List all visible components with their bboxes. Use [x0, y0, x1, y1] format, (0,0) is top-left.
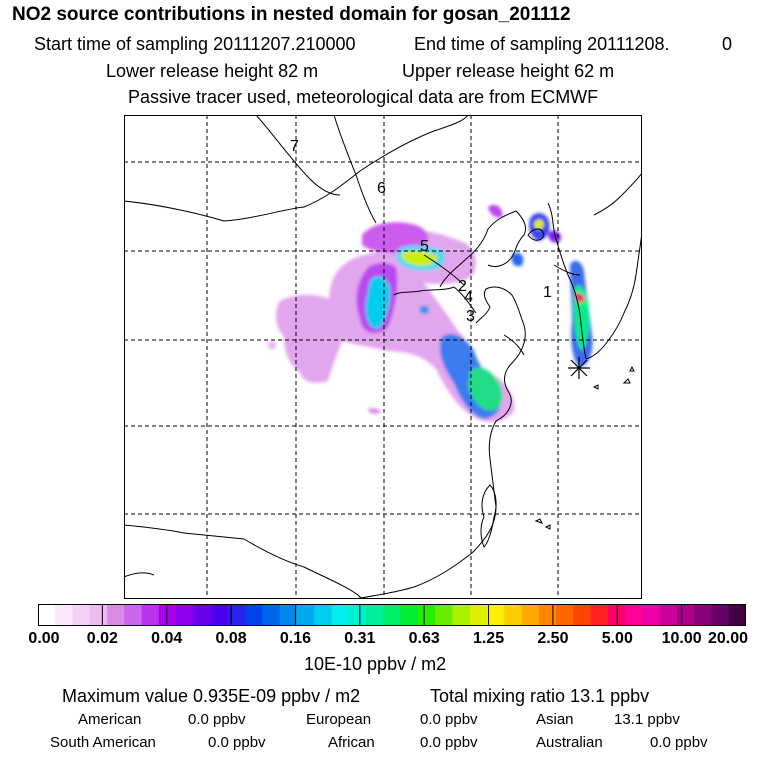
american-label: American	[78, 711, 142, 728]
tracer-note: Passive tracer used, meteorological data…	[128, 87, 599, 107]
colorbar-swatch	[590, 604, 609, 626]
colorbar-swatch	[89, 604, 108, 626]
colorbar-swatch	[711, 604, 730, 626]
colorbar-swatch	[521, 604, 540, 626]
australian-label: Australian	[536, 734, 603, 751]
colorbar-swatch	[193, 604, 212, 626]
colorbar-tick-label: 0.02	[86, 630, 118, 647]
colorbar-swatch	[141, 604, 160, 626]
colorbar-tick-label: 0.00	[28, 630, 60, 647]
asian-value: 13.1 ppbv	[614, 711, 680, 728]
map-background	[124, 115, 642, 599]
colorbar-swatch	[504, 604, 523, 626]
colorbar-swatch	[55, 604, 74, 626]
colorbar-swatch	[728, 604, 746, 626]
chart-title: NO2 source contributions in nested domai…	[12, 4, 571, 25]
colorbar	[38, 604, 746, 626]
colorbar-tick-label: 10.00	[661, 630, 702, 647]
south-american-label: South American	[50, 734, 156, 751]
colorbar-swatch	[227, 604, 246, 626]
colorbar-swatch	[210, 604, 229, 626]
total-mixing-ratio: Total mixing ratio 13.1 ppbv	[430, 686, 650, 706]
asian-label: Asian	[536, 711, 574, 728]
colorbar-tick-label: 0.63	[408, 630, 440, 647]
end-time: End time of sampling 20111208.	[414, 34, 670, 54]
european-label: European	[306, 711, 372, 728]
colorbar-tick-label: 2.50	[537, 630, 569, 647]
map-frame	[124, 115, 642, 599]
colorbar-tick-label: 0.16	[279, 630, 312, 647]
upper-release-height: Upper release height 62 m	[402, 61, 615, 81]
colorbar-swatch	[279, 604, 298, 626]
lat-lon-grid	[124, 115, 642, 599]
coastlines	[124, 115, 642, 599]
colorbar-swatch	[297, 604, 315, 626]
point-label-4: 4	[464, 289, 473, 306]
colorbar-swatch	[538, 604, 557, 626]
colorbar-frame	[38, 604, 746, 626]
colorbar-swatch	[176, 604, 195, 626]
colorbar-swatch	[72, 604, 91, 626]
lower-release-height: Lower release height 82 m	[106, 61, 319, 81]
african-value: 0.0 ppbv	[420, 734, 478, 751]
colorbar-swatch	[573, 604, 592, 626]
australian-value: 0.0 ppbv	[650, 734, 708, 751]
colorbar-tick-label: 0.04	[151, 630, 183, 647]
colorbar-swatch	[486, 604, 505, 626]
colorbar-swatch	[124, 604, 143, 626]
colorbar-swatch	[659, 604, 678, 626]
european-value: 0.0 ppbv	[420, 711, 478, 728]
colorbar-swatch	[417, 604, 436, 626]
colorbar-swatch	[348, 604, 367, 626]
colorbar-swatch	[331, 604, 350, 626]
colorbar-swatch	[625, 604, 643, 626]
map-panel: 7 6 5 2 4 3 1	[124, 115, 642, 599]
colorbar-swatch	[158, 604, 177, 626]
colorbar-swatch	[107, 604, 125, 626]
colorbar-swatch	[366, 604, 384, 626]
colorbar-tick-label: 5.00	[601, 630, 633, 647]
colorbar-swatch	[262, 604, 281, 626]
colorbar-tick-label: 0.31	[344, 630, 376, 647]
colorbar-swatch	[400, 604, 419, 626]
african-label: African	[328, 734, 375, 751]
american-value: 0.0 ppbv	[188, 711, 246, 728]
point-label-2: 2	[458, 278, 467, 295]
colorbar-swatch	[694, 604, 713, 626]
colorbar-swatch	[556, 604, 574, 626]
receptor-asterisk	[568, 357, 590, 379]
maximum-value: Maximum value 0.935E-09 ppbv / m2	[62, 686, 361, 706]
concentration-field	[267, 204, 593, 422]
colorbar-swatch	[314, 604, 333, 626]
colorbar-tick-label: 0.08	[215, 630, 247, 647]
colorbar-swatch	[38, 604, 56, 626]
point-label-6: 6	[377, 180, 386, 197]
colorbar-swatch	[642, 604, 661, 626]
colorbar-swatch	[469, 604, 488, 626]
colorbar-swatch	[383, 604, 402, 626]
colorbar-units: 10E-10 ppbv / m2	[304, 654, 447, 674]
point-label-7: 7	[290, 138, 299, 155]
colorbar-swatch	[435, 604, 454, 626]
colorbar-swatch	[245, 604, 264, 626]
start-time: Start time of sampling 20111207.210000	[34, 34, 356, 54]
point-label-3: 3	[466, 308, 475, 325]
colorbar-tick-label: 20.00	[707, 630, 749, 647]
south-american-value: 0.0 ppbv	[208, 734, 266, 751]
end-time-suffix: 0	[722, 34, 733, 54]
colorbar-swatch	[452, 604, 471, 626]
point-label-1: 1	[543, 284, 552, 301]
point-label-5: 5	[420, 238, 429, 255]
colorbar-swatch	[676, 604, 695, 626]
colorbar-tick-label: 1.25	[472, 630, 505, 647]
